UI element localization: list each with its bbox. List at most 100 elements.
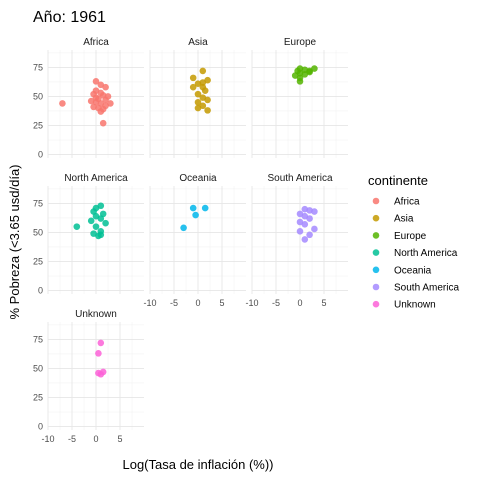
data-point bbox=[311, 226, 318, 233]
x-axis-title: Log(Tasa de inflación (%)) bbox=[122, 457, 273, 472]
x-tick-label: 0 bbox=[297, 298, 302, 308]
data-point bbox=[95, 350, 102, 357]
legend-key bbox=[373, 267, 380, 274]
data-point bbox=[192, 212, 199, 219]
data-point bbox=[190, 84, 197, 91]
data-point bbox=[311, 208, 318, 215]
facet-panel-north-america: North America 0 25 50 75 bbox=[33, 173, 144, 296]
x-tick-label: -5 bbox=[272, 298, 280, 308]
data-point bbox=[190, 205, 197, 212]
legend-key bbox=[373, 249, 380, 256]
y-tick-label: 0 bbox=[38, 422, 43, 432]
legend-label: Europe bbox=[394, 231, 427, 242]
legend-label: South America bbox=[394, 283, 459, 294]
facet-panel-oceania: Oceania -10 -5 0 5 bbox=[143, 173, 246, 308]
y-axis-title: % Pobreza (<3.65 usd/día) bbox=[7, 164, 22, 319]
data-point bbox=[200, 79, 207, 86]
data-point bbox=[102, 97, 109, 104]
data-point bbox=[98, 215, 105, 222]
legend-label: Asia bbox=[394, 214, 414, 225]
y-tick-label: 75 bbox=[33, 62, 43, 72]
facet-strip-label: Asia bbox=[188, 37, 208, 48]
data-point bbox=[74, 223, 81, 230]
legend-title: continente bbox=[368, 173, 428, 188]
facet-panel-europe: Europe bbox=[252, 37, 348, 158]
facet-strip-label: Africa bbox=[83, 37, 109, 48]
legend-key bbox=[373, 232, 380, 239]
data-point bbox=[98, 108, 105, 115]
legend-item: North America bbox=[373, 248, 458, 259]
legend-key bbox=[373, 301, 380, 308]
data-point bbox=[297, 78, 304, 85]
x-tick-label: -5 bbox=[170, 298, 178, 308]
data-point bbox=[204, 97, 211, 104]
data-point bbox=[202, 205, 209, 212]
data-point bbox=[302, 221, 309, 228]
legend-label: Unknown bbox=[394, 300, 436, 311]
data-point bbox=[100, 120, 107, 127]
x-tick-label: -10 bbox=[143, 298, 156, 308]
y-tick-label: 0 bbox=[38, 150, 43, 160]
y-tick-label: 75 bbox=[33, 198, 43, 208]
legend-item: South America bbox=[373, 283, 460, 294]
y-tick-label: 50 bbox=[33, 227, 43, 237]
legend-item: Asia bbox=[373, 214, 414, 225]
legend-key bbox=[373, 198, 380, 205]
facet-panel-unknown: Unknown 0 25 50 75 -10 -5 0 5 bbox=[33, 309, 144, 444]
facet-panel-africa: Africa 0 25 50 75 bbox=[33, 37, 144, 160]
data-point bbox=[98, 340, 105, 347]
y-tick-label: 50 bbox=[33, 363, 43, 373]
x-tick-label: 5 bbox=[219, 298, 224, 308]
x-tick-label: 5 bbox=[321, 298, 326, 308]
legend-label: Africa bbox=[394, 197, 420, 208]
data-point bbox=[95, 233, 102, 240]
facet-strip-label: Oceania bbox=[179, 173, 217, 184]
data-point bbox=[98, 371, 105, 378]
x-tick-label: -10 bbox=[245, 298, 258, 308]
x-tick-label: 0 bbox=[195, 298, 200, 308]
legend-item: Oceania bbox=[373, 265, 432, 276]
data-point bbox=[200, 68, 207, 75]
legend-key bbox=[373, 284, 380, 291]
facet-panel-south-america: South America -10 -5 0 5 bbox=[245, 173, 348, 308]
data-point bbox=[180, 225, 187, 232]
data-point bbox=[302, 236, 309, 243]
x-tick-label: 5 bbox=[117, 434, 122, 444]
x-tick-label: -10 bbox=[41, 434, 54, 444]
data-point bbox=[93, 94, 100, 101]
y-tick-label: 0 bbox=[38, 286, 43, 296]
y-tick-label: 50 bbox=[33, 91, 43, 101]
y-tick-label: 75 bbox=[33, 334, 43, 344]
legend-item: Africa bbox=[373, 197, 420, 208]
facet-strip-label: Europe bbox=[284, 37, 317, 48]
data-point bbox=[306, 231, 313, 238]
legend-label: Oceania bbox=[394, 265, 432, 276]
y-tick-label: 25 bbox=[33, 120, 43, 130]
data-point bbox=[102, 220, 109, 227]
legend-label: North America bbox=[394, 248, 458, 259]
data-point bbox=[204, 107, 211, 114]
x-tick-label: 0 bbox=[93, 434, 98, 444]
facet-strip-label: South America bbox=[267, 173, 332, 184]
facet-strip-label: North America bbox=[64, 173, 128, 184]
data-point bbox=[98, 90, 105, 97]
legend-item: Europe bbox=[373, 231, 427, 242]
data-point bbox=[195, 105, 202, 112]
facet-strip-label: Unknown bbox=[75, 309, 117, 320]
legend-key bbox=[373, 215, 380, 222]
data-point bbox=[102, 84, 109, 91]
data-point bbox=[297, 228, 304, 235]
data-point bbox=[59, 100, 66, 107]
legend: Africa Asia Europe North America Oceania Sout… bbox=[373, 197, 460, 311]
y-tick-label: 25 bbox=[33, 256, 43, 266]
chart-title: Año: 1961 bbox=[33, 9, 106, 26]
legend-item: Unknown bbox=[373, 300, 436, 311]
data-point bbox=[190, 75, 197, 82]
y-tick-label: 25 bbox=[33, 392, 43, 402]
data-point bbox=[88, 218, 95, 225]
data-point bbox=[202, 87, 209, 94]
data-point bbox=[306, 215, 313, 222]
data-point bbox=[93, 223, 100, 230]
